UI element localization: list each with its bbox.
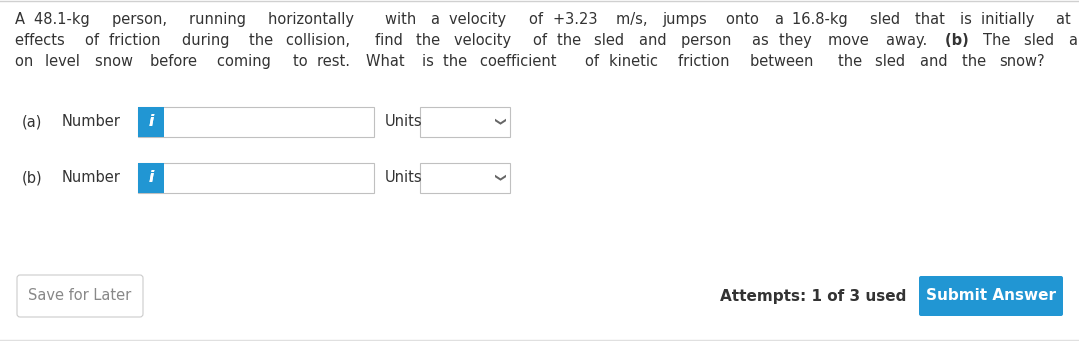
Text: a: a (432, 12, 445, 27)
Text: ❯: ❯ (492, 173, 504, 183)
Text: friction: friction (678, 54, 734, 69)
Text: a: a (775, 12, 789, 27)
Text: (b): (b) (945, 33, 974, 48)
Text: jumps: jumps (663, 12, 712, 27)
Text: sled: sled (1024, 33, 1058, 48)
Text: +3.23: +3.23 (552, 12, 602, 27)
Text: person: person (681, 33, 736, 48)
Text: sled: sled (875, 54, 910, 69)
FancyBboxPatch shape (138, 163, 374, 193)
Text: i: i (149, 170, 153, 186)
Text: at: at (1056, 12, 1075, 27)
Text: they: they (779, 33, 817, 48)
FancyBboxPatch shape (420, 107, 510, 137)
Text: coefficient: coefficient (480, 54, 561, 69)
Text: coming: coming (217, 54, 275, 69)
Text: i: i (149, 115, 153, 130)
Text: velocity: velocity (449, 12, 510, 27)
Text: snow: snow (95, 54, 138, 69)
Text: 48.1-kg: 48.1-kg (33, 12, 94, 27)
Text: the: the (249, 33, 277, 48)
Text: horizontally: horizontally (269, 12, 359, 27)
Text: sled: sled (595, 33, 629, 48)
Text: initially: initially (981, 12, 1039, 27)
FancyBboxPatch shape (919, 276, 1063, 316)
Text: sled: sled (871, 12, 905, 27)
Text: running: running (189, 12, 250, 27)
Text: move: move (828, 33, 873, 48)
Text: of: of (533, 33, 551, 48)
Text: i: i (149, 170, 153, 186)
Text: (b): (b) (22, 170, 43, 186)
Text: as: as (752, 33, 774, 48)
Text: person,: person, (112, 12, 172, 27)
FancyBboxPatch shape (138, 107, 374, 137)
Text: of: of (529, 12, 547, 27)
Text: ❯: ❯ (492, 117, 504, 127)
FancyBboxPatch shape (138, 163, 164, 193)
Text: on: on (15, 54, 38, 69)
Text: (a): (a) (22, 115, 42, 130)
Text: Save for Later: Save for Later (28, 288, 132, 303)
FancyBboxPatch shape (420, 163, 510, 193)
Text: i: i (149, 115, 153, 130)
FancyBboxPatch shape (138, 107, 164, 137)
Text: onto: onto (726, 12, 764, 27)
Text: the: the (838, 54, 866, 69)
Text: with: with (385, 12, 421, 27)
Text: of: of (585, 54, 603, 69)
Text: rest.: rest. (317, 54, 355, 69)
Text: during: during (181, 33, 234, 48)
Text: Number: Number (62, 170, 121, 186)
Text: m/s,: m/s, (616, 12, 652, 27)
Text: effects: effects (15, 33, 69, 48)
Text: velocity: velocity (453, 33, 516, 48)
Text: is: is (422, 54, 438, 69)
Text: between: between (751, 54, 819, 69)
Text: 16.8-kg: 16.8-kg (792, 12, 852, 27)
FancyBboxPatch shape (138, 163, 164, 193)
Text: friction: friction (109, 33, 165, 48)
Text: snow?: snow? (999, 54, 1044, 69)
Text: Units: Units (385, 115, 423, 130)
Text: Submit Answer: Submit Answer (926, 288, 1056, 303)
Text: What: What (366, 54, 409, 69)
Text: kinetic: kinetic (609, 54, 663, 69)
FancyBboxPatch shape (17, 275, 144, 317)
Text: the: the (416, 33, 446, 48)
Text: before: before (150, 54, 202, 69)
Text: Units: Units (385, 170, 423, 186)
Text: to: to (292, 54, 312, 69)
Text: that: that (915, 12, 950, 27)
Text: collision,: collision, (286, 33, 355, 48)
FancyBboxPatch shape (138, 107, 164, 137)
Text: of: of (85, 33, 104, 48)
Text: and: and (1068, 33, 1079, 48)
Text: the: the (557, 33, 586, 48)
Text: Number: Number (62, 115, 121, 130)
Text: level: level (44, 54, 84, 69)
Text: The: The (983, 33, 1014, 48)
Text: and: and (639, 33, 671, 48)
Text: away.: away. (886, 33, 932, 48)
Text: is: is (959, 12, 976, 27)
Text: the: the (961, 54, 991, 69)
Text: find: find (374, 33, 407, 48)
Text: A: A (15, 12, 29, 27)
Text: and: and (920, 54, 953, 69)
Text: Attempts: 1 of 3 used: Attempts: 1 of 3 used (720, 288, 906, 303)
Text: the: the (443, 54, 472, 69)
